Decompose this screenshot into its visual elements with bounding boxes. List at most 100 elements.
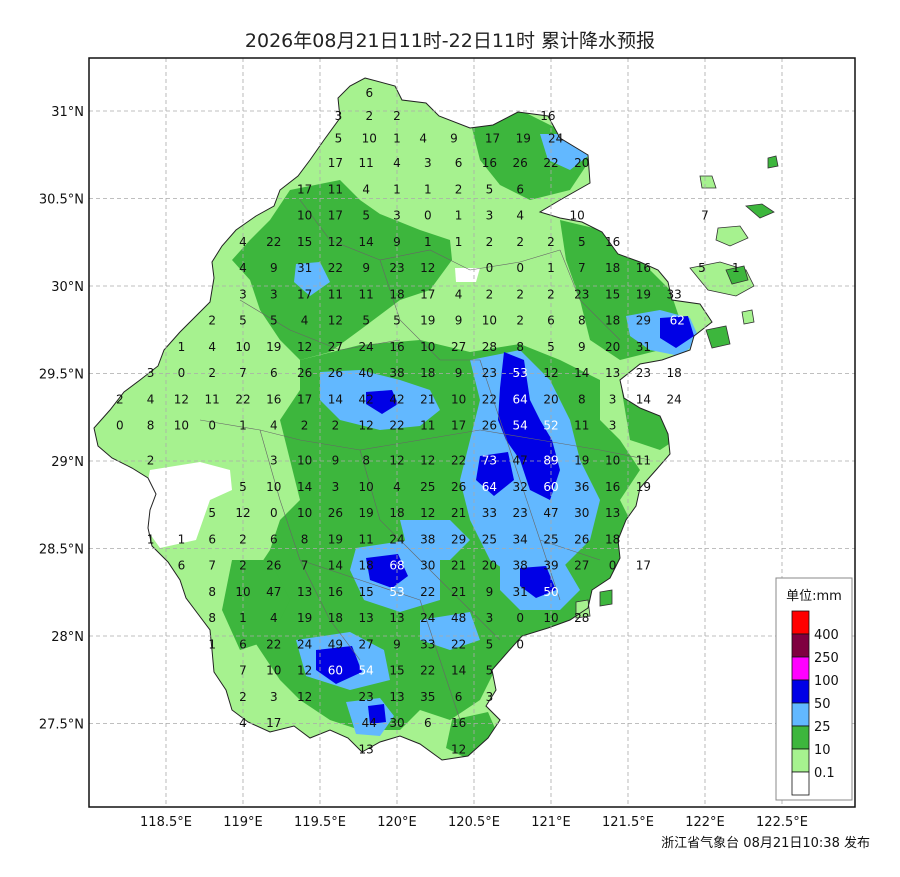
station-value: 7 — [701, 209, 709, 223]
station-value: 48 — [451, 611, 466, 625]
station-value: 7 — [578, 261, 586, 275]
station-value: 28 — [482, 340, 497, 354]
issue-footer: 浙江省气象台 08月21日10:38 发布 — [661, 836, 870, 851]
station-value: 5 — [578, 235, 586, 249]
latitude-labels: 31°N 30.5°N 30°N 29.5°N 29°N 28.5°N 28°N 27.5°N — [39, 105, 84, 733]
station-value: 0 — [516, 611, 524, 625]
station-value: 2 — [208, 366, 216, 380]
station-value: 8 — [516, 340, 524, 354]
station-value: 29 — [636, 314, 651, 328]
station-value: 6 — [516, 182, 524, 196]
station-value: 14 — [328, 559, 343, 573]
station-value: 33 — [667, 287, 682, 301]
station-value: 14 — [328, 392, 343, 406]
station-value: 22 — [235, 392, 250, 406]
station-value: 17 — [297, 182, 312, 196]
station-value: 12 — [235, 506, 250, 520]
station-value: 17 — [297, 287, 312, 301]
station-value: 4 — [419, 132, 427, 146]
station-value: 16 — [605, 235, 620, 249]
station-value: 15 — [359, 585, 374, 599]
station-value: 24 — [359, 340, 374, 354]
station-value: 28 — [574, 611, 589, 625]
station-value: 2 — [547, 287, 555, 301]
station-value: 2 — [208, 314, 216, 328]
legend-swatch — [791, 748, 810, 773]
station-value: 73 — [482, 454, 497, 468]
station-value: 17 — [328, 156, 343, 170]
station-value: 9 — [486, 585, 494, 599]
station-value: 1 — [178, 340, 186, 354]
station-value: 5 — [547, 340, 555, 354]
station-value: 8 — [208, 611, 216, 625]
station-value: 10 — [362, 132, 377, 146]
station-value: 8 — [578, 392, 586, 406]
map-title: 2026年08月21日11时-22日11时 累计降水预报 — [244, 30, 656, 52]
station-value: 15 — [297, 235, 312, 249]
station-value: 47 — [543, 506, 558, 520]
station-value: 10 — [297, 506, 312, 520]
station-value: 0 — [270, 506, 278, 520]
station-value: 0 — [609, 559, 617, 573]
station-value: 12 — [174, 392, 189, 406]
station-value: 9 — [455, 314, 463, 328]
station-value: 1 — [239, 419, 247, 433]
station-value: 25 — [420, 480, 435, 494]
station-value: 47 — [513, 454, 528, 468]
station-value: 0 — [516, 261, 524, 275]
station-value: 6 — [547, 314, 555, 328]
station-value: 1 — [732, 261, 740, 275]
station-value: 23 — [574, 287, 589, 301]
station-value: 17 — [297, 392, 312, 406]
station-value: 18 — [420, 366, 435, 380]
station-value: 10 — [570, 209, 585, 223]
station-value: 10 — [174, 419, 189, 433]
station-value: 12 — [420, 454, 435, 468]
station-value: 31 — [297, 261, 312, 275]
legend-label: 400 — [814, 628, 839, 643]
station-value: 11 — [574, 419, 589, 433]
station-value: 2 — [301, 419, 309, 433]
station-value: 1 — [147, 532, 155, 546]
station-value: 19 — [516, 132, 531, 146]
station-value: 17 — [328, 209, 343, 223]
station-value: 3 — [486, 690, 494, 704]
station-value: 18 — [359, 559, 374, 573]
station-value: 26 — [328, 366, 343, 380]
station-value: 2 — [393, 109, 401, 123]
station-value: 20 — [574, 156, 589, 170]
station-value: 19 — [297, 611, 312, 625]
station-value: 26 — [328, 506, 343, 520]
station-value: 12 — [328, 314, 343, 328]
station-value: 14 — [636, 392, 651, 406]
legend-swatch — [791, 679, 810, 704]
station-value: 38 — [389, 366, 404, 380]
station-value: 15 — [389, 664, 404, 678]
station-value: 3 — [609, 392, 617, 406]
map-frame — [88, 57, 856, 808]
station-value: 12 — [359, 419, 374, 433]
station-value: 31 — [636, 340, 651, 354]
station-value: 7 — [239, 664, 247, 678]
station-value: 4 — [455, 287, 463, 301]
station-value: 9 — [270, 261, 278, 275]
station-value: 18 — [605, 261, 620, 275]
station-value: 47 — [266, 585, 281, 599]
station-value: 27 — [359, 637, 374, 651]
station-value: 9 — [332, 454, 340, 468]
lat-tick-label: 28.5°N — [39, 543, 84, 558]
station-value: 16 — [389, 340, 404, 354]
station-value: 5 — [698, 261, 706, 275]
station-value: 3 — [486, 611, 494, 625]
station-value: 21 — [420, 392, 435, 406]
station-value: 6 — [424, 716, 432, 730]
station-value: 16 — [636, 261, 651, 275]
station-value: 10 — [297, 454, 312, 468]
station-value: 4 — [393, 156, 401, 170]
station-value: 22 — [543, 156, 558, 170]
station-value: 7 — [301, 559, 309, 573]
station-value: 2 — [116, 392, 124, 406]
station-value: 27 — [574, 559, 589, 573]
station-value: 10 — [482, 314, 497, 328]
station-value: 2 — [365, 109, 373, 123]
